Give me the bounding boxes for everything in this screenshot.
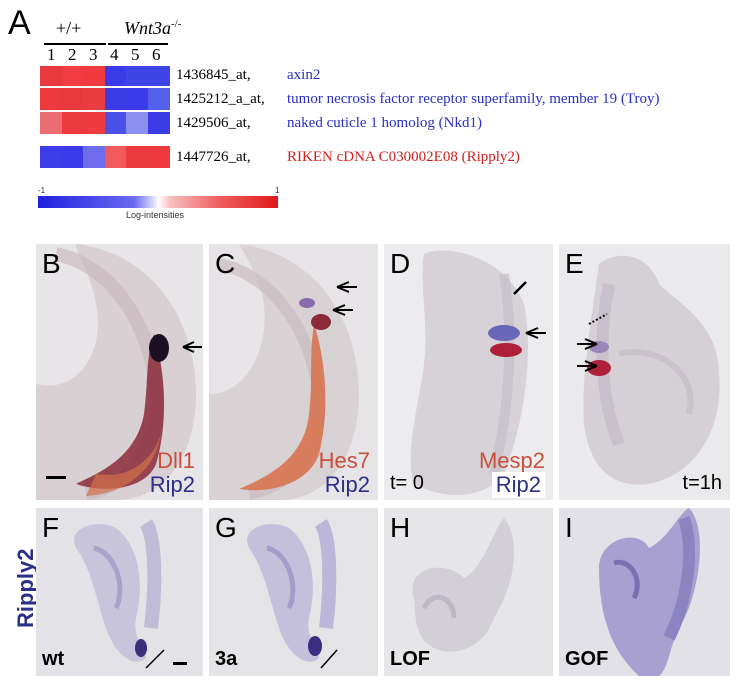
panel-g: G 3a (209, 508, 378, 676)
embryo-image-h (412, 518, 514, 652)
stain-label-2: Rip2 (491, 472, 545, 498)
genotype-label: 3a (215, 648, 238, 670)
mutant-bracket (108, 43, 168, 45)
panel-e: E t=1h (559, 244, 730, 500)
probe-id: 1436845_at, (176, 67, 251, 83)
heatmap-cell (104, 66, 127, 86)
gene-name-text: naked cuticle 1 homolog (Nkd1) (287, 115, 482, 131)
lane-numbers: 1 2 3 4 5 6 (44, 45, 168, 65)
heatmap-cell (126, 112, 148, 134)
panel-letter: D (390, 248, 411, 279)
stain-label-1: Mesp2 (479, 448, 545, 474)
gene-name: naked cuticle 1 homolog (Nkd1) (287, 115, 482, 132)
heatmap-cell (40, 146, 62, 168)
lane-number: 1 (47, 45, 56, 64)
stain-label-text: Hes7 (318, 448, 370, 473)
heatmap-cell (126, 146, 148, 168)
stain-label-text: Rip2 (324, 472, 370, 497)
stain-label-2: Rip2 (325, 472, 370, 498)
genotype-mutant: Wnt3a-/- (124, 18, 181, 39)
heatmap-cell (61, 88, 84, 110)
stain-label-1: Dll1 (157, 448, 195, 474)
heatmap-cell (40, 66, 62, 86)
heatmap-cell (147, 146, 170, 168)
panel-a-letter: A (8, 4, 31, 42)
genotype-label: GOF (565, 648, 609, 670)
embryo-image-f (74, 519, 187, 669)
heatmap-cell (104, 112, 127, 134)
scale-min-label: -1 (38, 186, 46, 195)
heatmap-cell (147, 66, 170, 86)
embryo-image-d (410, 250, 546, 495)
lane-number: 5 (131, 45, 140, 64)
heatmap-cell (40, 112, 62, 134)
panel-letter: B (42, 248, 61, 279)
heatmap-cell (126, 66, 148, 86)
panel-letter: H (390, 512, 411, 543)
time-label: t=1h (682, 472, 722, 494)
genotype-mutant-superscript: -/- (171, 18, 182, 30)
genotype-label: LOF (390, 648, 430, 670)
panel-i: I GOF (559, 508, 730, 676)
heatmap-cell (83, 88, 105, 110)
heatmap-cell (83, 146, 105, 168)
panel-c: C Hes7 Rip2 (209, 244, 378, 500)
heatmap-cell (104, 88, 127, 110)
heatmap-cell (40, 88, 62, 110)
time-label: t= 0 (390, 472, 424, 494)
embryo-image-b (36, 244, 202, 500)
genotype-wildtype: +/+ (56, 18, 82, 38)
genotype-mutant-name: Wnt3a (124, 18, 171, 38)
panel-f: F wt (36, 508, 203, 676)
gene-name: axin2 (287, 67, 320, 84)
heatmap-cell (104, 146, 127, 168)
heatmap-cell (147, 112, 170, 134)
panel-h: H LOF (384, 508, 553, 676)
heatmap-cell (147, 88, 170, 110)
stain-label-2: Rip2 (150, 472, 195, 498)
heatmap-cell (61, 66, 84, 86)
panel-letter: G (215, 512, 237, 543)
scale-max-label: 1 (275, 186, 280, 195)
heatmap-cell (61, 112, 84, 134)
panel-letter: F (42, 512, 60, 543)
heatmap-cell (83, 66, 105, 86)
heatmap-cell (126, 88, 148, 110)
wildtype-bracket (44, 43, 106, 45)
gene-name-text: axin2 (287, 67, 321, 83)
embryo-image-e (577, 255, 720, 485)
heatmap-cell (61, 146, 84, 168)
probe-id: 1425212_a_at, (176, 91, 265, 107)
panel-b: B Dll1 Rip2 (36, 244, 203, 500)
lane-number: 4 (110, 45, 119, 64)
probe-id: 1429506_at, (176, 115, 251, 131)
lane-number: 2 (68, 45, 77, 64)
stain-label-text: Rip2 (149, 472, 195, 497)
gene-name: RIKEN cDNA C030002E08 (Ripply2) (287, 149, 520, 166)
stain-label-1: Hes7 (319, 448, 370, 474)
color-scale-bar (38, 196, 278, 208)
stain-label-text: Dll1 (157, 448, 195, 473)
panel-letter: C (215, 248, 236, 279)
heatmap-cell (83, 112, 105, 134)
gene-name-text: RIKEN cDNA C030002E08 (Ripply2) (287, 149, 520, 165)
embryo-image-i (599, 508, 700, 676)
lane-number: 3 (89, 45, 98, 64)
stain-label-text: Mesp2 (478, 448, 545, 473)
genotype-label: wt (42, 648, 65, 670)
panel-letter: E (565, 248, 584, 279)
stain-label-text: Rip2 (495, 472, 541, 497)
embryo-image-g (247, 519, 338, 669)
gene-name: tumor necrosis factor receptor superfami… (287, 91, 660, 108)
panel-letter: I (565, 512, 573, 543)
probe-id: 1447726_at, (176, 149, 251, 165)
scale-caption: Log-intensities (126, 210, 185, 220)
lane-number: 6 (152, 45, 161, 64)
panel-d: D t= 0 Mesp2 Rip2 (384, 244, 553, 500)
embryo-image-c (209, 244, 359, 500)
gene-name-text: tumor necrosis factor receptor superfami… (287, 91, 660, 107)
expression-heatmap (40, 66, 170, 176)
